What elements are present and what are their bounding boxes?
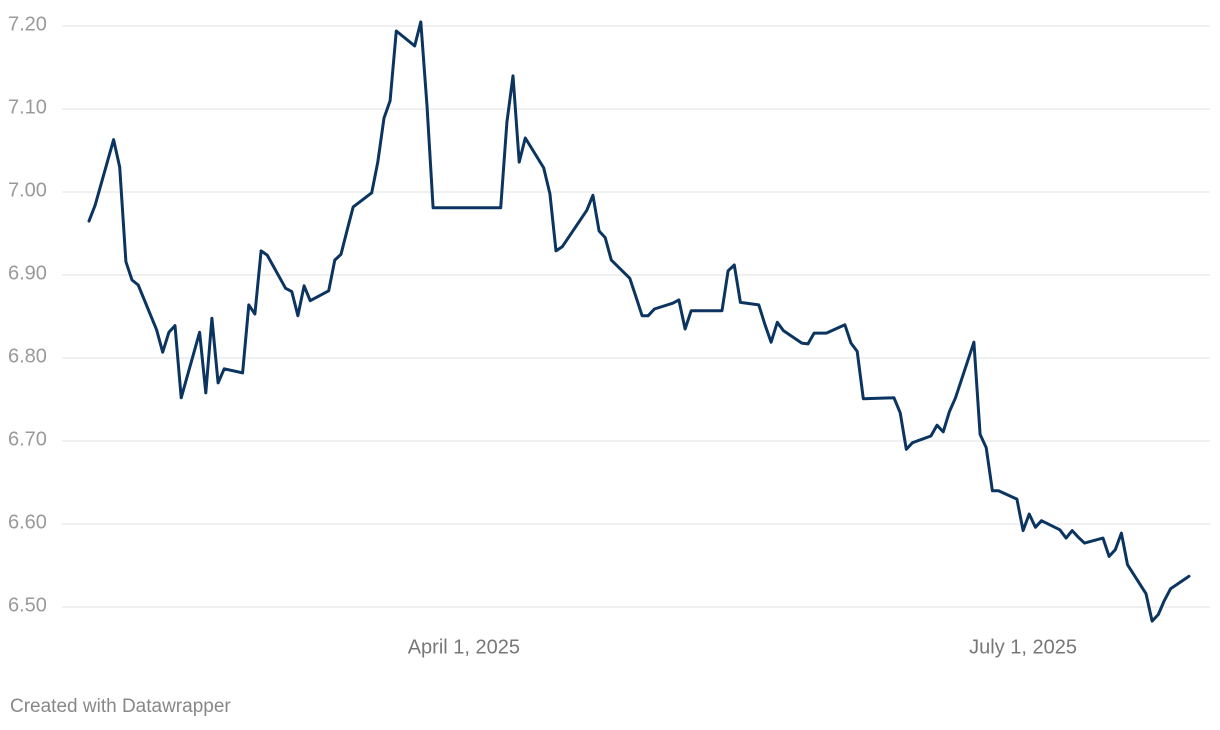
line (87, 20, 1191, 623)
footer: Created with Datawrapper (10, 696, 231, 717)
y-tick-label: 7.10 (8, 96, 47, 118)
x-tick-label: July 1, 2025 (969, 636, 1077, 658)
y-tick-label: 6.50 (8, 594, 47, 616)
y-tick-label: 7.00 (8, 179, 47, 201)
y-tick-label: 6.70 (8, 428, 47, 450)
y-tick-label: 6.80 (8, 345, 47, 367)
x-tick-label: April 1, 2025 (408, 636, 520, 658)
y-tick-label: 7.20 (8, 13, 47, 35)
y-tick-label: 6.90 (8, 262, 47, 284)
y-tick-label: 6.60 (8, 511, 47, 533)
